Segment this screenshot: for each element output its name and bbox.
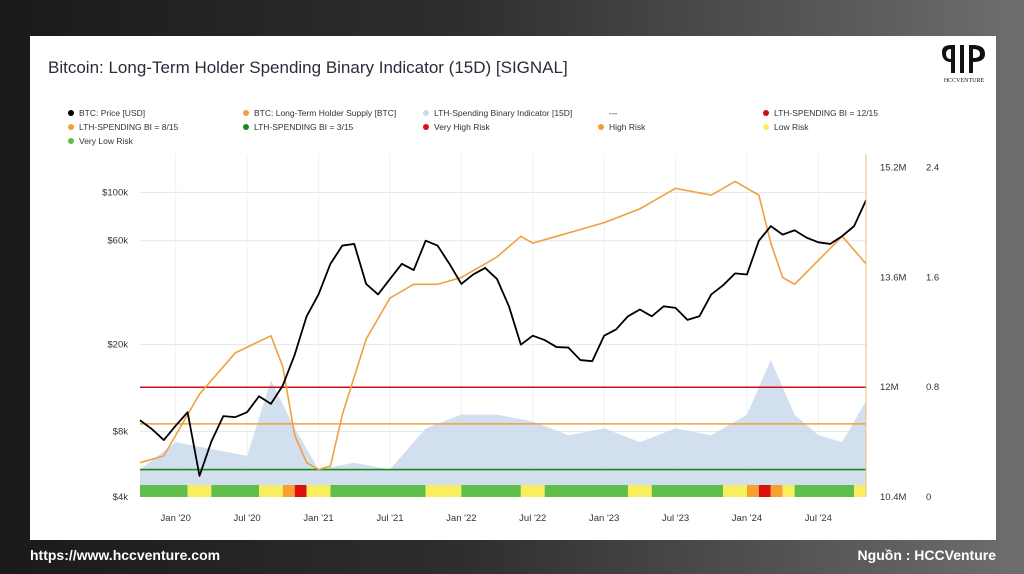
x-tick-label: Jul '20 [234, 513, 261, 524]
axes: $4k $8k $20k $60k $100k Jan '20 Jul '20 Jan '21… [102, 154, 939, 524]
risk-segment [627, 485, 652, 497]
risk-segment [782, 485, 795, 497]
footer-source: Nguồn : HCCVenture [857, 547, 996, 563]
footer-url[interactable]: https://www.hccventure.com [30, 547, 221, 563]
legend-item[interactable]: Very High Risk [423, 122, 490, 132]
x-tick-label: Jan '24 [732, 513, 762, 524]
risk-segment [140, 485, 188, 497]
x-tick-label: Jan '23 [589, 513, 619, 524]
y-left-tick-label: $8k [113, 426, 129, 437]
risk-segment [306, 485, 331, 497]
svg-text:HCCVENTURE: HCCVENTURE [944, 78, 985, 84]
hccventure-logo: HCCVENTURE [942, 45, 985, 84]
risk-bar [140, 485, 866, 497]
chart-card: Bitcoin: Long-Term Holder Spending Binar… [30, 36, 996, 540]
legend-swatch [68, 138, 74, 144]
legend-item[interactable]: Low Risk [763, 122, 808, 132]
legend-swatch [243, 124, 249, 130]
risk-segment [746, 485, 759, 497]
legend-item[interactable]: LTH-Spending Binary Indicator [15D] [423, 108, 572, 118]
chart-plot: $4k $8k $20k $60k $100k Jan '20 Jul '20 Jan '21… [102, 154, 939, 524]
legend-item[interactable]: Very Low Risk [68, 136, 133, 146]
risk-segment [794, 485, 855, 497]
legend-swatch [68, 124, 74, 130]
legend-label: Low Risk [774, 122, 809, 132]
x-tick-label: Jul '21 [376, 513, 403, 524]
y-right-tick-label: 0.8 [926, 382, 939, 393]
risk-segment [461, 485, 521, 497]
y-mid-tick-label: 12M [880, 382, 899, 393]
legend-label: BTC: Long-Term Holder Supply [BTC] [254, 108, 397, 118]
legend-item[interactable]: LTH-SPENDING BI = 3/15 [243, 122, 353, 132]
legend-swatch [68, 110, 74, 116]
y-right-tick-label: 0 [926, 492, 931, 503]
risk-segment [723, 485, 747, 497]
legend-item[interactable]: LTH-SPENDING BI = 8/15 [68, 122, 178, 132]
x-tick-label: Jan '20 [161, 513, 191, 524]
legend-item[interactable]: LTH-SPENDING BI = 12/15 [763, 108, 878, 118]
chart-title: Bitcoin: Long-Term Holder Spending Binar… [48, 58, 568, 77]
x-tick-label: Jul '23 [662, 513, 689, 524]
legend-label: LTH-SPENDING BI = 3/15 [254, 122, 354, 132]
risk-segment [294, 485, 307, 497]
bi-area [140, 359, 866, 485]
series-lines [139, 180, 867, 477]
y-mid-tick-label: 10.4M [880, 492, 906, 503]
legend-label: Very Low Risk [79, 136, 133, 146]
legend-swatch [423, 110, 429, 116]
legend-label: High Risk [609, 122, 646, 132]
y-left-tick-label: $60k [107, 236, 128, 247]
y-mid-tick-label: 13.6M [880, 272, 906, 283]
legend-label: Very High Risk [434, 122, 490, 132]
x-tick-label: Jul '22 [519, 513, 546, 524]
legend-item[interactable]: BTC: Long-Term Holder Supply [BTC] [243, 108, 396, 118]
btc-price-line [139, 199, 867, 477]
risk-segment [758, 485, 771, 497]
legend-label: BTC: Price [USD] [79, 108, 146, 118]
y-mid-tick-label: 15.2M [880, 163, 906, 174]
legend-swatch [598, 124, 604, 130]
x-tick-label: Jan '21 [303, 513, 333, 524]
legend-swatch [243, 110, 249, 116]
risk-segment [425, 485, 462, 497]
risk-segment [770, 485, 783, 497]
risk-segment [520, 485, 545, 497]
legend-swatch [763, 110, 769, 116]
risk-segment [330, 485, 426, 497]
risk-segment [854, 485, 866, 497]
risk-segment [282, 485, 295, 497]
legend-swatch [423, 124, 429, 130]
y-left-tick-label: $4k [113, 492, 129, 503]
legend-item[interactable]: High Risk [598, 122, 645, 132]
risk-segment [187, 485, 212, 497]
risk-segment [211, 485, 260, 497]
y-left-tick-label: $20k [107, 340, 128, 351]
x-tick-label: Jul '24 [805, 513, 832, 524]
bi-area-path [140, 359, 866, 485]
legend-label: LTH-Spending Binary Indicator [15D] [434, 108, 573, 118]
legend-label: LTH-SPENDING BI = 8/15 [79, 122, 179, 132]
x-tick-label: Jan '22 [446, 513, 476, 524]
risk-segment [259, 485, 283, 497]
y-left-tick-label: $100k [102, 187, 128, 198]
risk-segment [651, 485, 724, 497]
lth-supply-line [139, 180, 867, 471]
legend-label: --- [609, 108, 618, 118]
legend-item[interactable]: --- [598, 108, 618, 118]
y-right-tick-label: 1.6 [926, 272, 939, 283]
threshold-lines [140, 386, 866, 471]
risk-segment [544, 485, 628, 497]
legend-item[interactable]: BTC: Price [USD] [68, 108, 145, 118]
legend-swatch [763, 124, 769, 130]
chart-legend: BTC: Price [USD] BTC: Long-Term Holder Su… [68, 108, 928, 148]
y-right-tick-label: 2.4 [926, 163, 939, 174]
legend-label: LTH-SPENDING BI = 12/15 [774, 108, 879, 118]
